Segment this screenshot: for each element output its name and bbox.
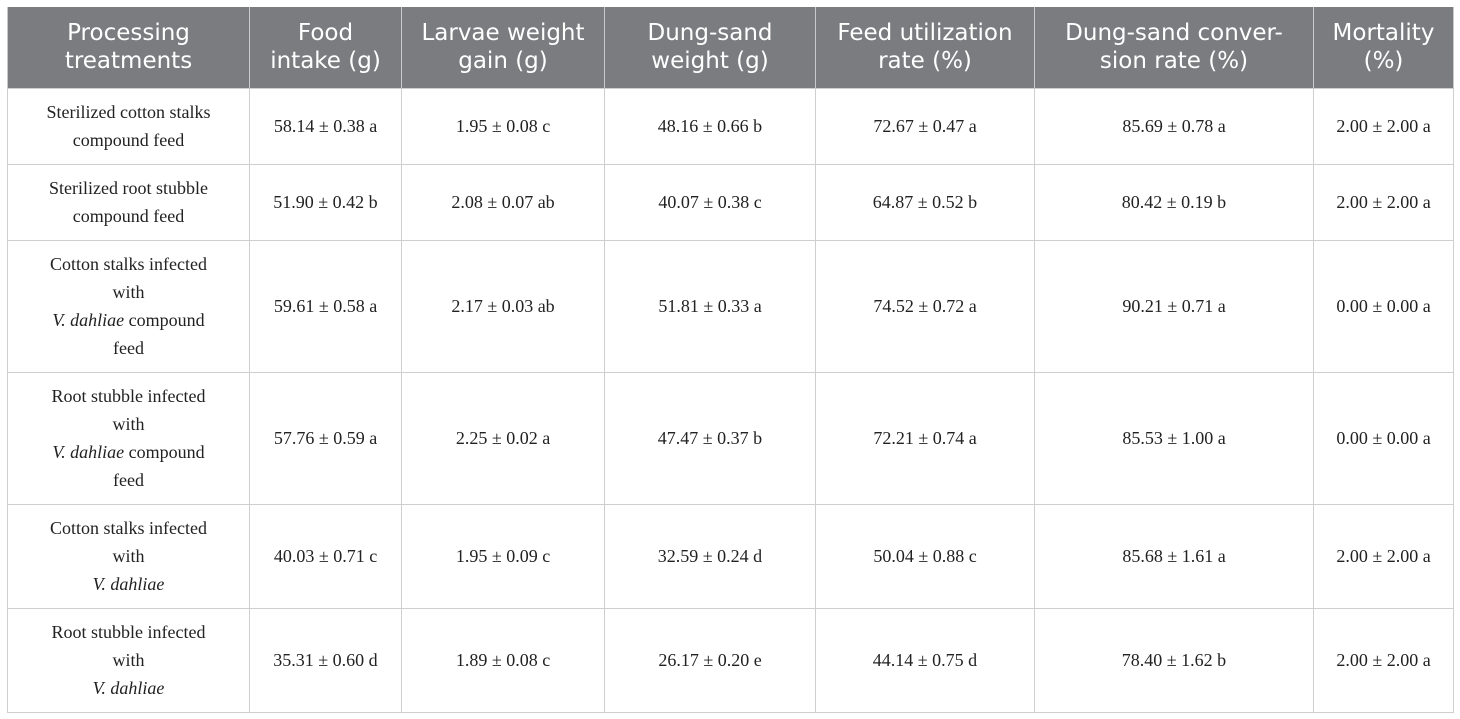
food-intake-cell: 58.14 ± 0.38 a [249,87,402,165]
treatment-line: Root stubble infected [51,386,206,406]
header-line: weight (g) [651,48,769,75]
header-line: intake (g) [270,48,381,75]
dung-sand-weight-cell: 40.07 ± 0.38 c [604,163,816,241]
mortality-cell: 0.00 ± 0.00 a [1313,371,1454,505]
treatment-line: V. dahliae [52,310,125,330]
table-body: Sterilized cotton stalks compound feed 58.… [7,87,1454,713]
dung-sand-weight-cell: 26.17 ± 0.20 e [604,607,816,713]
larvae-weight-gain-cell: 2.17 ± 0.03 ab [401,239,605,373]
treatment-line: Sterilized cotton stalks [46,102,211,122]
dung-sand-conversion-rate-cell: 85.68 ± 1.61 a [1034,503,1314,609]
treatment-line: V. dahliae [52,442,125,462]
dung-sand-weight-cell: 51.81 ± 0.33 a [604,239,816,373]
table-row: Sterilized cotton stalks compound feed 58.… [7,87,1454,165]
header-line: treatments [64,48,193,75]
header-line: rate (%) [878,48,972,75]
mortality-cell: 2.00 ± 2.00 a [1313,503,1454,609]
treatment-line: V. dahliae [92,678,165,698]
treatment-line: with [112,282,145,302]
mortality-cell: 2.00 ± 2.00 a [1313,87,1454,165]
table-row: Cotton stalks infected with V. dahliae com… [7,239,1454,373]
dung-sand-conversion-rate-cell: 85.69 ± 0.78 a [1034,87,1314,165]
header-line: Feed utilization [837,20,1013,47]
header-mortality: Mortality (%) [1313,7,1454,88]
dung-sand-conversion-rate-cell: 80.42 ± 0.19 b [1034,163,1314,241]
feed-utilization-rate-cell: 64.87 ± 0.52 b [815,163,1035,241]
feed-utilization-rate-cell: 72.67 ± 0.47 a [815,87,1035,165]
header-line: Dung-sand [647,20,773,47]
treatment-line: feed [113,470,144,490]
food-intake-cell: 57.76 ± 0.59 a [249,371,402,505]
treatment-line: Sterilized root stubble [49,178,208,198]
treatment-line: with [112,546,145,566]
larvae-weight-gain-cell: 2.08 ± 0.07 ab [401,163,605,241]
header-row: Processing treatments Food intake (g) Larvae… [7,7,1454,88]
header-line: Processing [67,20,190,47]
table-row: Root stubble infected with V. dahliae 35.31… [7,607,1454,713]
treatment-cell: Sterilized root stubble compound feed [7,163,250,241]
treatment-cell: Root stubble infected with V. dahliae comp… [7,371,250,505]
feed-utilization-rate-cell: 50.04 ± 0.88 c [815,503,1035,609]
header-line: (%) [1363,48,1404,75]
larvae-weight-gain-cell: 1.95 ± 0.09 c [401,503,605,609]
larvae-weight-gain-cell: 1.89 ± 0.08 c [401,607,605,713]
dung-sand-conversion-rate-cell: 85.53 ± 1.00 a [1034,371,1314,505]
mortality-cell: 2.00 ± 2.00 a [1313,163,1454,241]
treatment-line-suffix: compound [124,442,205,462]
dung-sand-weight-cell: 32.59 ± 0.24 d [604,503,816,609]
treatment-line: with [112,650,145,670]
treatment-line: feed [113,338,144,358]
larvae-weight-gain-cell: 2.25 ± 0.02 a [401,371,605,505]
treatment-cell: Sterilized cotton stalks compound feed [7,87,250,165]
treatment-cell: Cotton stalks infected with V. dahliae [7,503,250,609]
treatment-line: Cotton stalks infected [50,518,207,538]
food-intake-cell: 59.61 ± 0.58 a [249,239,402,373]
treatment-line: V. dahliae [92,574,165,594]
header-treatment: Processing treatments [7,7,250,88]
header-line: gain (g) [458,48,548,75]
treatment-cell: Cotton stalks infected with V. dahliae com… [7,239,250,373]
treatment-line: compound feed [72,206,185,226]
mortality-cell: 2.00 ± 2.00 a [1313,607,1454,713]
header-line: Larvae weight [421,20,585,47]
header-line: Dung-sand conver- [1065,20,1283,47]
dung-sand-weight-cell: 48.16 ± 0.66 b [604,87,816,165]
header-dung-sand-weight: Dung-sand weight (g) [604,7,816,88]
treatment-line: with [112,414,145,434]
table-row: Root stubble infected with V. dahliae comp… [7,371,1454,505]
mortality-cell: 0.00 ± 0.00 a [1313,239,1454,373]
header-line: Mortality [1332,20,1435,47]
feed-utilization-rate-cell: 74.52 ± 0.72 a [815,239,1035,373]
table-row: Sterilized root stubble compound feed 51.9… [7,163,1454,241]
treatment-line: compound feed [72,130,185,150]
treatment-line-suffix: compound [124,310,205,330]
food-intake-cell: 51.90 ± 0.42 b [249,163,402,241]
food-intake-cell: 40.03 ± 0.71 c [249,503,402,609]
dung-sand-weight-cell: 47.47 ± 0.37 b [604,371,816,505]
results-table: Processing treatments Food intake (g) Larvae… [7,7,1454,713]
larvae-weight-gain-cell: 1.95 ± 0.08 c [401,87,605,165]
header-line: Food [297,20,354,47]
header-food-intake: Food intake (g) [249,7,402,88]
header-feed-utilization-rate: Feed utilization rate (%) [815,7,1035,88]
treatment-line: Root stubble infected [51,622,206,642]
feed-utilization-rate-cell: 72.21 ± 0.74 a [815,371,1035,505]
feed-utilization-rate-cell: 44.14 ± 0.75 d [815,607,1035,713]
treatment-cell: Root stubble infected with V. dahliae [7,607,250,713]
treatment-line: Cotton stalks infected [50,254,207,274]
table-header: Processing treatments Food intake (g) Larvae… [7,7,1454,88]
header-larvae-weight-gain: Larvae weight gain (g) [401,7,605,88]
table-row: Cotton stalks infected with V. dahliae 40.0… [7,503,1454,609]
header-line: sion rate (%) [1099,48,1249,75]
food-intake-cell: 35.31 ± 0.60 d [249,607,402,713]
dung-sand-conversion-rate-cell: 90.21 ± 0.71 a [1034,239,1314,373]
header-dung-sand-conversion-rate: Dung-sand conver-sion rate (%) [1034,7,1314,88]
dung-sand-conversion-rate-cell: 78.40 ± 1.62 b [1034,607,1314,713]
